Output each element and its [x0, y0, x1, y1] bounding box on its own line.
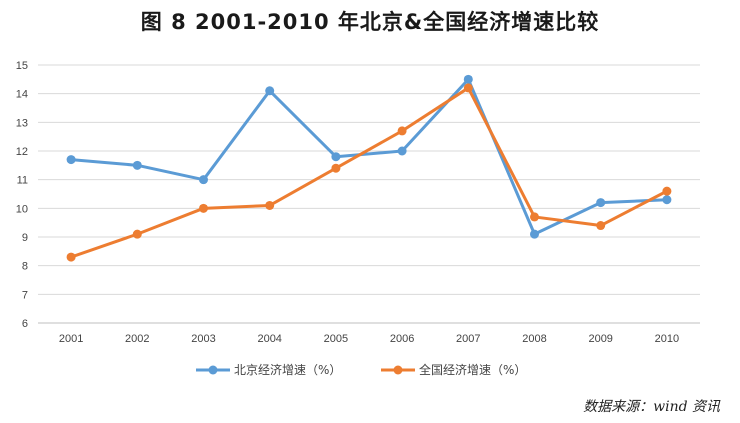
y-tick-label: 9	[22, 232, 28, 244]
data-point	[331, 152, 341, 162]
y-tick-label: 7	[22, 289, 28, 301]
y-tick-label: 10	[16, 203, 28, 215]
data-series	[66, 74, 672, 262]
data-point	[199, 175, 208, 185]
data-point	[132, 229, 142, 239]
data-point	[530, 229, 539, 239]
data-point	[199, 203, 208, 213]
legend-label: 全国经济增速（%）	[419, 362, 526, 377]
data-point	[596, 221, 606, 231]
data-point	[66, 252, 76, 262]
y-tick-label: 14	[16, 89, 28, 101]
y-tick-label: 15	[16, 60, 28, 72]
x-tick-label: 2008	[522, 333, 546, 345]
y-tick-label: 6	[22, 318, 28, 330]
series-1	[66, 74, 672, 239]
x-tick-label: 2010	[655, 333, 679, 345]
x-axis-tick-labels: 2001 2002 2003 2004 2005 2006 2007 2008 2009 2010	[59, 333, 679, 345]
data-point	[662, 195, 672, 205]
data-point	[265, 200, 275, 210]
x-tick-label: 2001	[59, 333, 83, 345]
legend-item-1: 北京经济增速（%）	[196, 362, 341, 377]
legend-marker	[393, 365, 403, 375]
data-point	[530, 212, 539, 222]
data-point	[463, 74, 473, 84]
source-note: 数据来源：wind 资讯	[583, 399, 720, 415]
legend: 北京经济增速（%） 全国经济增速（%）	[196, 362, 526, 377]
x-tick-label: 2009	[588, 333, 612, 345]
series-2	[66, 83, 672, 262]
x-tick-label: 2007	[456, 333, 480, 345]
legend-item-2: 全国经济增速（%）	[381, 362, 526, 377]
x-tick-label: 2005	[324, 333, 348, 345]
x-tick-label: 2004	[257, 333, 281, 345]
data-point	[397, 146, 407, 156]
y-tick-label: 12	[16, 146, 28, 158]
series-line	[69, 77, 669, 236]
y-tick-label: 11	[17, 175, 28, 187]
data-point	[132, 160, 142, 170]
x-tick-label: 2002	[125, 333, 149, 345]
legend-label: 北京经济增速（%）	[234, 362, 341, 377]
chart-title: 图 8 2001-2010 年北京&全国经济增速比较	[140, 10, 600, 34]
grid-lines	[38, 64, 700, 324]
legend-marker	[208, 365, 218, 375]
y-axis-tick-labels: 6 7 8 9 10 11 12 13 14 15	[16, 60, 28, 330]
y-tick-label: 8	[22, 261, 28, 273]
data-point	[596, 198, 606, 208]
data-point	[662, 186, 672, 196]
data-point	[397, 126, 407, 136]
x-tick-label: 2003	[191, 333, 215, 345]
x-tick-label: 2006	[390, 333, 414, 345]
data-point	[463, 83, 473, 93]
series-line	[69, 86, 669, 259]
data-point	[66, 155, 76, 165]
data-point	[331, 163, 341, 173]
data-point	[265, 86, 275, 96]
y-tick-label: 13	[16, 117, 28, 129]
